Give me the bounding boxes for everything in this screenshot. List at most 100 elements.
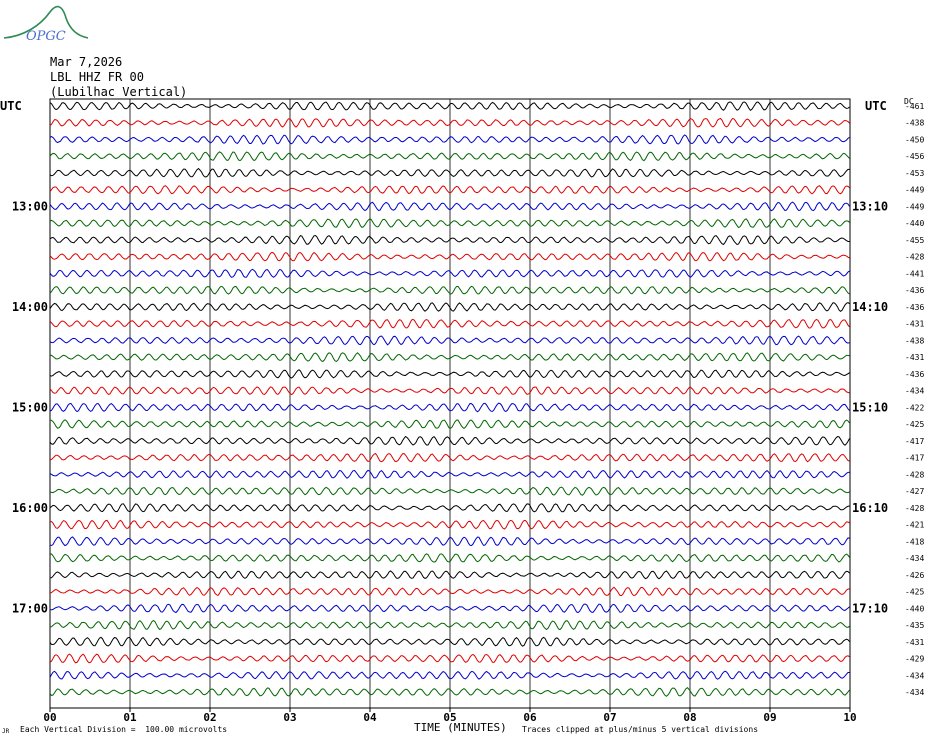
dc-offset-label: -456 <box>905 152 924 161</box>
time-label-right: 15:10 <box>852 400 888 414</box>
seismic-trace <box>49 402 850 413</box>
dc-offset-label: -436 <box>905 303 924 312</box>
x-tick-label: 03 <box>283 711 296 724</box>
seismic-trace <box>49 285 850 295</box>
seismic-trace <box>49 201 850 212</box>
seismic-trace <box>49 603 850 614</box>
seismic-trace <box>49 419 850 430</box>
logo-curve <box>3 5 89 39</box>
time-label-left: 17:00 <box>12 601 48 615</box>
time-label-right: 17:10 <box>852 601 888 615</box>
dc-offset-label: -425 <box>905 588 924 597</box>
dc-offset-label: -453 <box>905 169 924 178</box>
dc-offset-label: -461 <box>905 102 924 111</box>
seismic-trace <box>49 452 850 463</box>
dc-label: DC <box>904 97 914 106</box>
seismic-trace <box>49 117 850 128</box>
dc-offset-label: -417 <box>905 454 924 463</box>
seismic-trace <box>49 486 850 496</box>
x-tick-label: 09 <box>763 711 776 724</box>
x-tick-label: 01 <box>123 711 137 724</box>
dc-offset-label: -422 <box>905 403 924 412</box>
logo-text: OPGC <box>26 29 66 44</box>
dc-offset-label: -435 <box>905 621 924 630</box>
time-label-right: 16:10 <box>852 501 888 515</box>
seismic-trace <box>49 268 850 278</box>
dc-offset-label: -418 <box>905 537 924 546</box>
seismic-trace <box>49 619 850 631</box>
station-location: (Lubilhac Vertical) <box>50 85 188 99</box>
utc-label-left: UTC <box>0 99 22 113</box>
clip-note: Traces clipped at plus/minus 5 vertical … <box>522 725 759 734</box>
time-label-left: 14:00 <box>12 300 48 314</box>
x-tick-label: 05 <box>443 711 456 724</box>
seismic-trace <box>49 687 850 697</box>
dc-offset-label: -440 <box>905 219 924 228</box>
seismic-trace <box>49 386 850 396</box>
dc-offset-label: -426 <box>905 571 924 580</box>
x-tick-label: 08 <box>683 711 696 724</box>
corner-mark: JR <box>2 728 10 735</box>
station-code: LBL HHZ FR 00 <box>50 70 144 84</box>
time-label-right: 14:10 <box>852 300 888 314</box>
x-tick-label: 00 <box>43 711 56 724</box>
dc-offset-label: -438 <box>905 119 924 128</box>
plot-date: Mar 7,2026 <box>50 55 123 69</box>
seismic-trace <box>49 134 850 145</box>
dc-offset-label: -425 <box>905 420 924 429</box>
dc-offset-label: -434 <box>905 387 924 396</box>
dc-offset-label: -440 <box>905 604 924 613</box>
seismic-trace <box>49 301 850 312</box>
dc-offset-label: -431 <box>905 353 924 362</box>
dc-offset-label: -431 <box>905 320 924 329</box>
x-tick-label: 02 <box>203 711 216 724</box>
seismic-trace <box>49 469 850 479</box>
dc-offset-label: -428 <box>905 470 924 479</box>
seismic-trace <box>49 570 850 580</box>
seismic-trace <box>49 670 850 680</box>
dc-offset-label: -428 <box>905 253 924 262</box>
seismic-trace <box>49 536 850 547</box>
dc-offset-label: -450 <box>905 135 924 144</box>
dc-offset-label: -427 <box>905 487 924 496</box>
dc-offset-label: -434 <box>905 671 924 680</box>
dc-offset-label: -441 <box>905 269 924 278</box>
seismic-trace <box>49 167 850 178</box>
dc-offset-label: -421 <box>905 521 924 530</box>
scale-note: Each Vertical Division = 100.00 microvol… <box>20 725 228 734</box>
time-label-right: 13:10 <box>852 199 888 213</box>
seismic-trace <box>49 234 850 246</box>
x-tick-label: 07 <box>603 711 616 724</box>
x-tick-label: 06 <box>523 711 537 724</box>
dc-offset-label: -438 <box>905 336 924 345</box>
x-tick-label: 04 <box>363 711 377 724</box>
seismic-trace <box>49 586 850 597</box>
seismic-trace <box>49 636 850 647</box>
seismic-trace <box>49 519 850 530</box>
seismic-trace <box>49 435 850 446</box>
dc-offset-label: -434 <box>905 554 924 563</box>
seismic-trace <box>49 101 850 112</box>
seismic-trace <box>49 653 850 664</box>
x-axis-label: TIME (MINUTES) <box>414 721 507 734</box>
time-label-left: 16:00 <box>12 501 48 515</box>
dc-offset-label: -436 <box>905 370 924 379</box>
time-label-left: 15:00 <box>12 400 48 414</box>
time-label-left: 13:00 <box>12 199 48 213</box>
seismic-trace <box>49 369 850 379</box>
dc-offset-label: -449 <box>905 202 924 211</box>
x-tick-label: 10 <box>843 711 856 724</box>
seismic-trace <box>49 251 850 262</box>
dc-offset-label: -436 <box>905 286 924 295</box>
dc-offset-label: -434 <box>905 688 924 697</box>
seismic-trace <box>49 503 850 513</box>
seismic-trace <box>49 218 850 229</box>
seismic-trace <box>49 318 850 329</box>
dc-offset-label: -429 <box>905 655 924 664</box>
dc-offset-label: -431 <box>905 638 924 647</box>
dc-offset-label: -455 <box>905 236 924 245</box>
utc-label-right: UTC <box>865 99 887 113</box>
seismic-trace <box>49 151 850 162</box>
